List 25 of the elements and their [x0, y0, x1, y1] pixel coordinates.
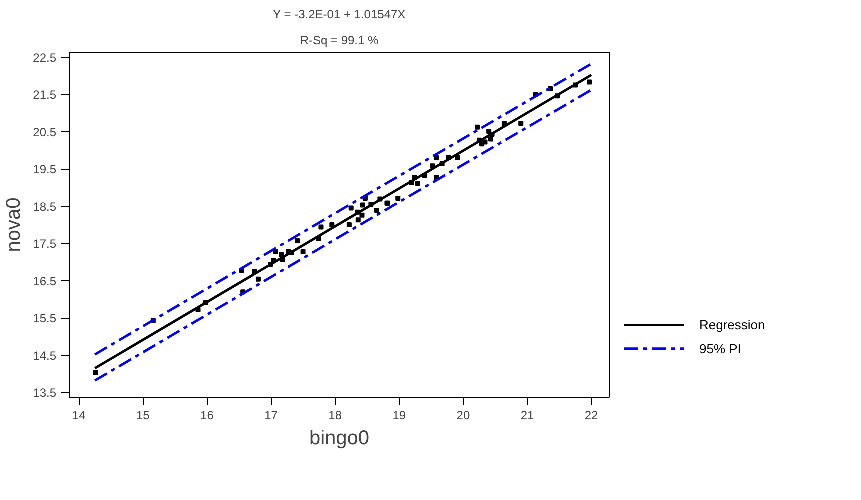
y-tick-label: 21.5 [33, 88, 57, 102]
chart-subtitle: R-Sq = 99.1 % [300, 34, 380, 48]
x-axis-title: bingo0 [309, 428, 370, 450]
y-tick-label: 17.5 [33, 237, 57, 252]
legend-label: 95% PI [700, 341, 742, 356]
y-axis-title: nova0 [3, 198, 26, 252]
x-tick-label: 14 [72, 408, 86, 422]
legend-label: Regression [700, 318, 766, 333]
y-tick-label: 19.5 [33, 162, 57, 177]
x-tick-label: 17 [264, 408, 278, 422]
y-tick-label: 20.5 [33, 125, 57, 140]
x-tick-label: 22 [584, 408, 599, 422]
x-tick-label: 21 [520, 408, 535, 422]
y-tick-label: 18.5 [33, 200, 57, 214]
y-tick-label: 13.5 [33, 386, 57, 400]
x-tick-label: 20 [456, 408, 470, 422]
x-tick-label: 19 [392, 408, 406, 422]
x-tick-label: 16 [200, 408, 214, 422]
y-tick-label: 16.5 [33, 274, 57, 288]
y-tick-label: 22.5 [33, 50, 57, 65]
chart-title: Y = -3.2E-01 + 1.01547X [273, 8, 406, 22]
x-tick-label: 15 [136, 408, 150, 422]
y-tick-label: 14.5 [33, 348, 57, 363]
y-tick-label: 15.5 [33, 312, 57, 326]
x-tick-label: 18 [328, 408, 342, 422]
